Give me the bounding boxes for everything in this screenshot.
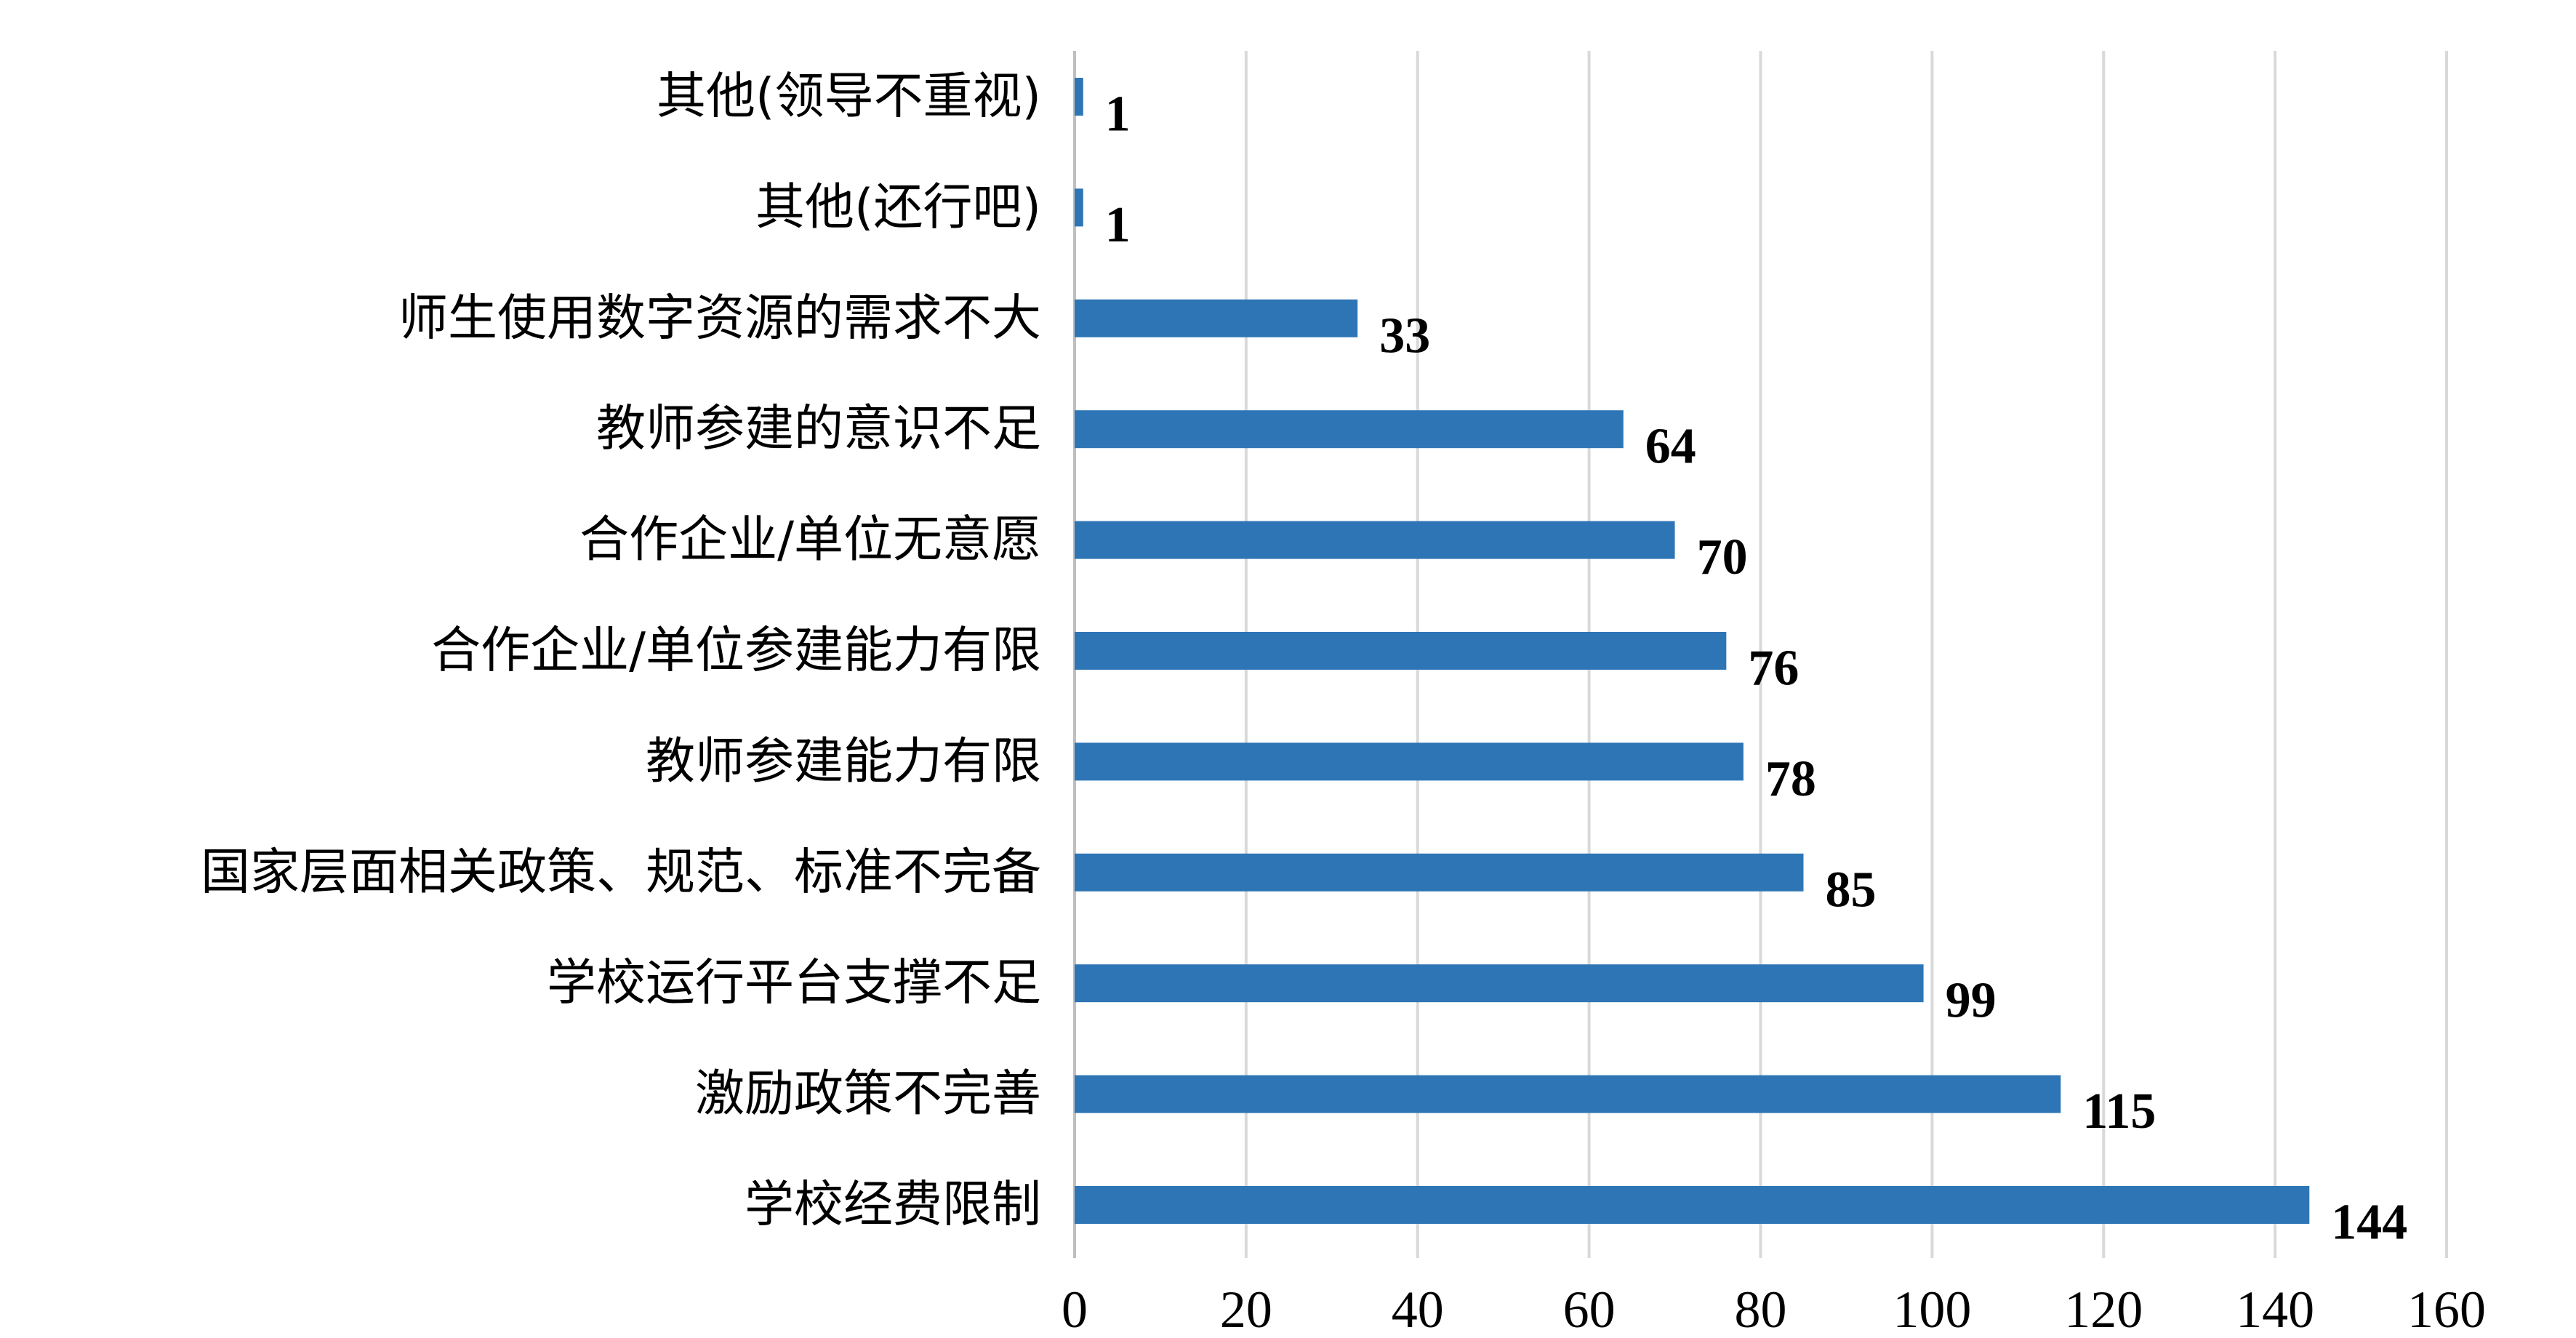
category-label: 激励政策不完善: [695, 1065, 1041, 1123]
value-label: 78: [1765, 751, 1816, 807]
value-label: 76: [1748, 641, 1799, 697]
value-label: 1: [1105, 197, 1131, 253]
bar: [1075, 1075, 2061, 1113]
bar: [1075, 78, 1083, 116]
x-tick-label: 40: [1392, 1281, 1444, 1338]
category-label: 合作企业/单位参建能力有限: [431, 622, 1041, 680]
bar: [1075, 853, 1804, 892]
category-labels: 其他(领导不重视) 其他(还行吧) 师生使用数字资源的需求不大教师参建的意识不足合作…: [201, 68, 1041, 1234]
category-label: 其他(领导不重视): [657, 68, 1041, 126]
category-label: 教师参建能力有限: [646, 733, 1041, 790]
bar: [1075, 742, 1744, 781]
bar: [1075, 632, 1727, 670]
bar: [1075, 521, 1675, 559]
value-label: 115: [2082, 1083, 2156, 1139]
x-tick-label: 120: [2064, 1281, 2143, 1338]
category-label: 其他(还行吧): [755, 179, 1041, 236]
bar: [1075, 188, 1083, 227]
category-label: 教师参建的意识不足: [596, 401, 1041, 458]
category-label: 合作企业/单位无意愿: [579, 511, 1041, 569]
value-label: 85: [1825, 862, 1876, 918]
value-label: 64: [1645, 419, 1696, 475]
x-tick-label: 140: [2236, 1281, 2314, 1338]
x-tick-label: 0: [1062, 1281, 1088, 1338]
bar: [1075, 299, 1358, 337]
bars: [1075, 78, 2310, 1224]
category-label: 学校经费限制: [745, 1177, 1041, 1234]
bar: [1075, 964, 1924, 1003]
value-label: 33: [1379, 308, 1430, 364]
value-label: 99: [1946, 973, 1997, 1029]
category-label: 师生使用数字资源的需求不大: [398, 289, 1041, 347]
x-tick-label: 100: [1893, 1281, 1971, 1338]
x-tick-label: 60: [1563, 1281, 1616, 1338]
bar: [1075, 410, 1624, 449]
x-tick-label: 160: [2407, 1281, 2486, 1338]
bar: [1075, 1186, 2310, 1224]
value-label: 144: [2331, 1195, 2407, 1251]
gridlines: [1073, 51, 2448, 1258]
category-label: 国家层面相关政策、规范、标准不完备: [201, 844, 1041, 901]
x-tick-label: 80: [1735, 1281, 1787, 1338]
x-tick-label: 20: [1220, 1281, 1272, 1338]
x-axis-tick-labels: 0 20 40 60 80 100 120 140 160: [1062, 1281, 2486, 1338]
value-label: 70: [1697, 529, 1748, 585]
value-label: 1: [1105, 87, 1131, 143]
category-label: 学校运行平台支撑不足: [547, 955, 1041, 1012]
